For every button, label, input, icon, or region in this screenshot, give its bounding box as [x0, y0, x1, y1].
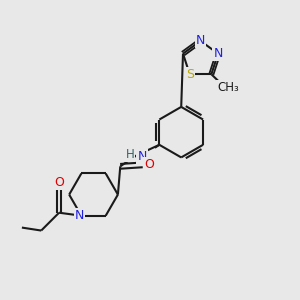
Text: N: N — [137, 150, 147, 163]
Text: N: N — [213, 47, 223, 60]
Text: S: S — [186, 68, 194, 81]
Text: N: N — [196, 34, 205, 47]
Text: O: O — [144, 158, 154, 171]
Text: H: H — [126, 148, 134, 161]
Text: CH₃: CH₃ — [217, 81, 239, 94]
Text: N: N — [75, 209, 85, 222]
Text: O: O — [54, 176, 64, 190]
